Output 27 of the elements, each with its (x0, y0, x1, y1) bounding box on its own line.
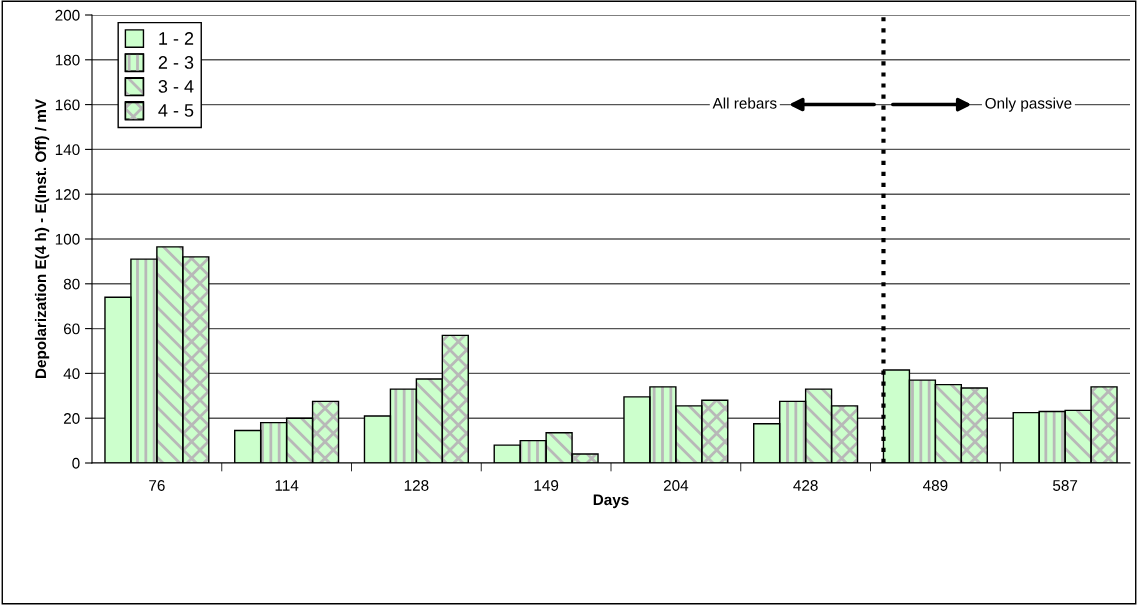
y-tick-label: 60 (63, 323, 80, 335)
x-tick-label: 149 (534, 480, 559, 491)
x-axis-title: Days (593, 494, 629, 509)
y-axis-title: Depolarization E(4 h) - E(Inst. Off) / mV (34, 99, 50, 379)
x-tick-label: 587 (1052, 480, 1078, 491)
legend-label: 3 - 4 (158, 80, 194, 93)
y-tick-label: 0 (72, 457, 80, 469)
legend-label: 4 - 5 (158, 104, 194, 117)
annotation: Only passive (985, 97, 1072, 112)
legend-label: 2 - 3 (158, 56, 194, 69)
x-tick-label: 76 (149, 480, 165, 491)
y-tick-label: 20 (63, 413, 80, 424)
y-tick-label: 80 (63, 278, 80, 290)
x-tick-label: 128 (404, 480, 429, 491)
y-tick-label: 100 (55, 233, 80, 245)
y-tick-label: 180 (55, 54, 80, 66)
legend-label: 1 - 2 (159, 32, 194, 45)
y-tick-label: 40 (63, 368, 80, 380)
x-tick-label: 204 (663, 480, 689, 491)
y-tick-label: 120 (55, 189, 80, 200)
x-tick-label: 489 (922, 480, 948, 491)
y-tick-label: 160 (55, 99, 80, 111)
x-tick-label: 428 (793, 480, 818, 491)
x-tick-label: 114 (275, 480, 299, 491)
y-tick-label: 200 (55, 9, 80, 21)
y-tick-label: 140 (55, 144, 80, 156)
annotation: All rebars (712, 97, 777, 109)
